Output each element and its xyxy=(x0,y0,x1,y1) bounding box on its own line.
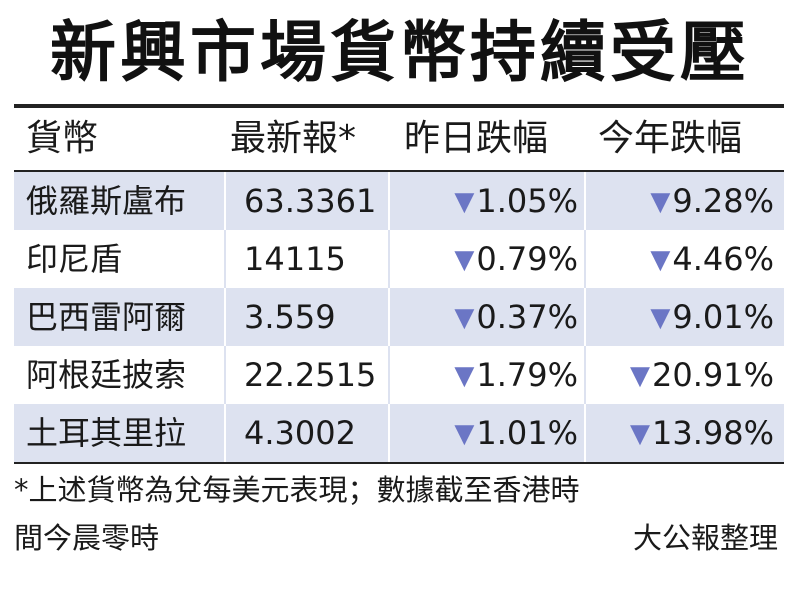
ytd-drop-value: 20.91% xyxy=(651,356,774,394)
table-row: 俄羅斯盧布 63.3361 ▼1.05% ▼9.28% xyxy=(14,172,784,230)
latest-rate: 14115 xyxy=(244,240,346,278)
footnote-line-2: 間今晨零時 xyxy=(14,521,160,555)
ytd-drop: ▼13.98% xyxy=(586,404,774,462)
table-row: 阿根廷披索 22.2515 ▼1.79% ▼20.91% xyxy=(14,346,784,404)
prev-day-drop: ▼1.79% xyxy=(390,346,578,404)
down-triangle-icon: ▼ xyxy=(650,245,671,275)
currency-name: 俄羅斯盧布 xyxy=(26,182,187,220)
table-row: 巴西雷阿爾 3.559 ▼0.37% ▼9.01% xyxy=(14,288,784,346)
ytd-drop: ▼9.01% xyxy=(586,288,774,346)
currency-name: 巴西雷阿爾 xyxy=(26,298,187,336)
prev-day-drop: ▼1.01% xyxy=(390,404,578,462)
column-divider xyxy=(224,230,226,288)
table-bottom-rule xyxy=(14,462,784,464)
ytd-drop-value: 13.98% xyxy=(651,414,774,452)
currency-name: 土耳其里拉 xyxy=(26,414,187,452)
ytd-drop-value: 9.28% xyxy=(672,182,774,220)
column-divider xyxy=(388,172,390,230)
column-header-ytd-drop: 今年跌幅 xyxy=(598,118,743,159)
source-credit: 大公報整理 xyxy=(632,521,778,555)
column-divider xyxy=(388,404,390,462)
column-divider xyxy=(224,172,226,230)
down-triangle-icon: ▼ xyxy=(629,419,650,449)
column-divider xyxy=(584,288,586,346)
column-header-prev-day-drop: 昨日跌幅 xyxy=(404,118,549,159)
ytd-drop-value: 9.01% xyxy=(672,298,774,336)
currency-name: 印尼盾 xyxy=(26,240,123,278)
prev-day-drop: ▼1.05% xyxy=(390,172,578,230)
currency-name: 阿根廷披索 xyxy=(26,356,187,394)
table-row: 印尼盾 14115 ▼0.79% ▼4.46% xyxy=(14,230,784,288)
column-divider xyxy=(584,404,586,462)
table-header-rule xyxy=(14,170,784,172)
down-triangle-icon: ▼ xyxy=(454,187,475,217)
column-header-latest: 最新報* xyxy=(230,118,357,159)
ytd-drop: ▼9.28% xyxy=(586,172,774,230)
page-title: 新興市場貨幣持續受壓 xyxy=(50,13,750,91)
prev-day-drop-value: 0.37% xyxy=(476,298,578,336)
column-divider xyxy=(224,346,226,404)
down-triangle-icon: ▼ xyxy=(629,361,650,391)
column-divider xyxy=(388,346,390,404)
currency-table: 俄羅斯盧布 63.3361 ▼1.05% ▼9.28% 印尼盾 14115 ▼0… xyxy=(14,172,784,462)
column-header-currency: 貨幣 xyxy=(26,118,99,159)
column-divider xyxy=(584,172,586,230)
column-divider xyxy=(224,288,226,346)
down-triangle-icon: ▼ xyxy=(454,361,475,391)
ytd-drop: ▼4.46% xyxy=(586,230,774,288)
ytd-drop: ▼20.91% xyxy=(586,346,774,404)
latest-rate: 22.2515 xyxy=(244,356,377,394)
prev-day-drop: ▼0.37% xyxy=(390,288,578,346)
prev-day-drop-value: 1.05% xyxy=(476,182,578,220)
prev-day-drop-value: 1.79% xyxy=(476,356,578,394)
table-top-rule xyxy=(14,104,784,108)
latest-rate: 4.3002 xyxy=(244,414,356,452)
latest-rate: 3.559 xyxy=(244,298,336,336)
down-triangle-icon: ▼ xyxy=(650,303,671,333)
column-divider xyxy=(224,404,226,462)
table-header: 貨幣 最新報* 昨日跌幅 今年跌幅 xyxy=(14,108,784,170)
column-divider xyxy=(584,346,586,404)
prev-day-drop-value: 0.79% xyxy=(476,240,578,278)
down-triangle-icon: ▼ xyxy=(454,419,475,449)
ytd-drop-value: 4.46% xyxy=(672,240,774,278)
column-divider xyxy=(388,230,390,288)
latest-rate: 63.3361 xyxy=(244,182,377,220)
prev-day-drop: ▼0.79% xyxy=(390,230,578,288)
down-triangle-icon: ▼ xyxy=(454,303,475,333)
down-triangle-icon: ▼ xyxy=(650,187,671,217)
column-divider xyxy=(584,230,586,288)
column-divider xyxy=(388,288,390,346)
down-triangle-icon: ▼ xyxy=(454,245,475,275)
prev-day-drop-value: 1.01% xyxy=(476,414,578,452)
table-row: 土耳其里拉 4.3002 ▼1.01% ▼13.98% xyxy=(14,404,784,462)
footnote-line-1: *上述貨幣為兌每美元表現；數據截至香港時 xyxy=(14,473,580,507)
